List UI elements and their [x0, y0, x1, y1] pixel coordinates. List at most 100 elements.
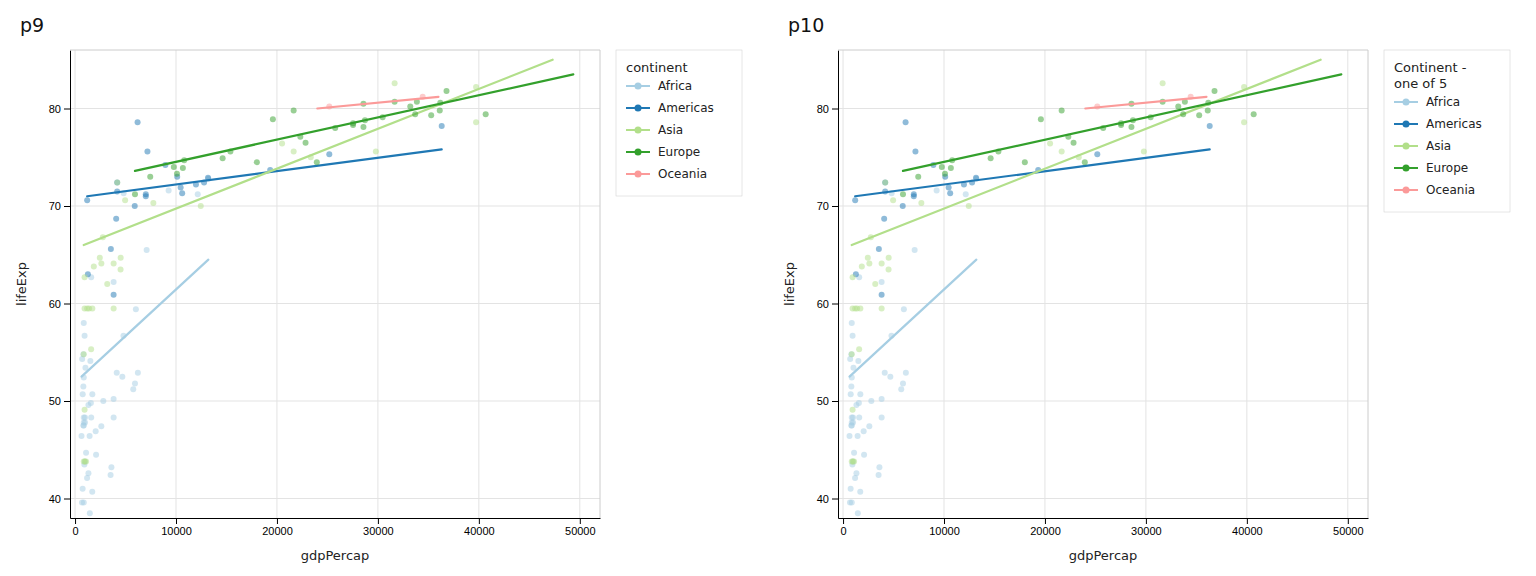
point [876, 246, 882, 252]
point [147, 174, 153, 180]
point [279, 141, 285, 147]
point [1175, 104, 1181, 110]
series [900, 74, 1341, 197]
point [850, 333, 856, 339]
x-tick: 20000 [262, 518, 293, 537]
series [849, 60, 1321, 465]
legend-label: Asia [658, 123, 683, 137]
point [111, 305, 117, 311]
trendline [317, 97, 438, 109]
point [360, 124, 366, 130]
y-grid-line [70, 303, 600, 304]
x-tick-label: 30000 [1131, 525, 1162, 537]
x-tick-label: 50000 [1333, 525, 1364, 537]
legend-swatch-marker [635, 127, 642, 134]
point [87, 510, 93, 516]
grid [70, 50, 600, 518]
series [852, 119, 1213, 298]
point [174, 171, 180, 177]
y-tick-mark [64, 304, 70, 305]
y-axis-line [838, 51, 839, 519]
y-tick-mark [64, 109, 70, 110]
point [988, 155, 994, 161]
point [291, 107, 297, 113]
trendline [850, 260, 977, 377]
trendline [903, 74, 1341, 171]
point [849, 351, 855, 357]
point [966, 203, 972, 209]
point [303, 140, 309, 146]
point [963, 191, 969, 197]
point [915, 174, 921, 180]
x-tick-label: 20000 [1030, 525, 1061, 537]
x-tick-label: 40000 [464, 525, 495, 537]
series [81, 60, 553, 465]
point [886, 266, 892, 272]
point [79, 433, 85, 439]
point [407, 104, 413, 110]
point [850, 407, 856, 413]
point [1251, 111, 1257, 117]
x-tick: 10000 [161, 518, 192, 537]
legend-label: Asia [1426, 139, 1451, 153]
frame-line [1368, 50, 1369, 518]
legend-label: Europe [1426, 161, 1468, 175]
point [220, 155, 226, 161]
y-tick-mark [64, 499, 70, 500]
legend-swatch-marker [1403, 187, 1410, 194]
point [150, 200, 156, 206]
point [114, 180, 120, 186]
point [918, 200, 924, 206]
y-grid-line [838, 303, 1368, 304]
point [88, 415, 94, 421]
y-tick-label: 60 [817, 298, 829, 310]
plot-area [847, 60, 1342, 516]
point [848, 383, 854, 389]
point [1059, 107, 1065, 113]
point [876, 464, 882, 470]
y-tick-mark [832, 499, 838, 500]
trendline [135, 74, 573, 171]
point [855, 358, 861, 364]
x-tick-mark [176, 518, 177, 524]
point [881, 216, 887, 222]
point [1180, 111, 1186, 117]
legend-item: Europe [1394, 161, 1468, 175]
point [80, 486, 86, 492]
panel: 010000200003000040000500004050607080gdpP… [14, 50, 601, 563]
x-tick: 0 [72, 518, 78, 537]
point [887, 374, 893, 380]
point [166, 187, 172, 193]
point [89, 305, 95, 311]
point [82, 407, 88, 413]
y-tick-mark [832, 109, 838, 110]
point [291, 148, 297, 154]
point [437, 107, 443, 113]
x-axis-title: gdpPercap [301, 548, 370, 563]
point [254, 159, 260, 165]
point [912, 247, 918, 253]
point [900, 191, 906, 197]
x-tick: 50000 [565, 518, 596, 537]
y-tick: 80 [817, 103, 838, 115]
point [859, 263, 865, 269]
point [849, 422, 855, 428]
point [879, 292, 885, 298]
point [856, 400, 862, 406]
point [848, 486, 854, 492]
point [900, 203, 906, 209]
x-tick: 30000 [1131, 518, 1162, 537]
point [879, 396, 885, 402]
x-grid-line [377, 50, 378, 518]
point [108, 246, 114, 252]
y-grid-line [70, 108, 600, 109]
point [93, 452, 99, 458]
y-tick-label: 80 [817, 103, 829, 115]
point [180, 165, 186, 171]
legend-item: Oceania [1394, 183, 1475, 197]
point [81, 458, 87, 464]
chart-title: p10 [788, 14, 824, 36]
point [144, 148, 150, 154]
y-grid-line [838, 401, 1368, 402]
y-tick-mark [832, 206, 838, 207]
